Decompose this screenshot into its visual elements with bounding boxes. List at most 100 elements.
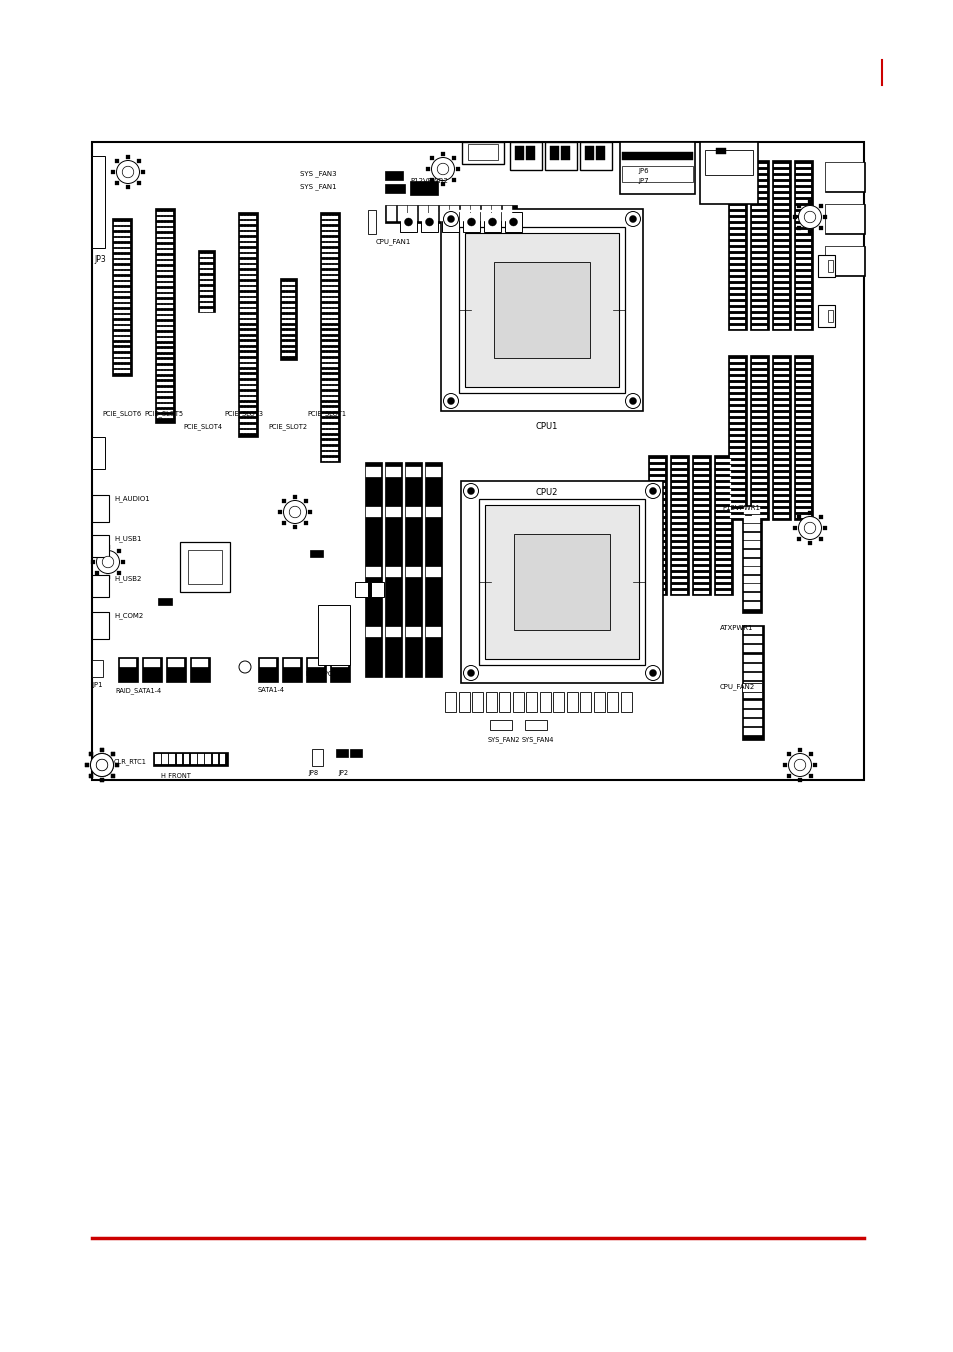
Bar [430,157,434,161]
Bar [729,230,744,233]
Bar [751,473,766,476]
Bar [773,473,788,476]
Bar [157,261,172,264]
Text: CLR_RTC1: CLR_RTC1 [113,758,147,765]
Bar [817,306,834,327]
Bar [157,338,172,341]
Bar [795,266,810,269]
Bar [751,443,766,446]
Bar [751,407,766,410]
Bar [157,234,172,237]
Circle shape [436,164,448,174]
Bar [743,719,761,726]
Bar [260,658,275,667]
Bar [743,515,760,523]
Bar [795,437,810,439]
Bar [773,314,788,316]
Bar [322,408,337,411]
Bar [192,658,208,667]
Bar [180,542,230,592]
Bar [749,160,768,330]
Bar [795,503,810,506]
Bar [90,773,93,777]
Bar [649,470,664,475]
Bar [90,753,93,756]
Bar [322,238,337,241]
Bar [693,561,708,564]
Bar [515,146,523,160]
Bar [293,525,296,529]
Bar [136,181,140,185]
Bar [795,247,810,251]
Bar [369,223,375,227]
Bar [190,657,210,681]
Bar [157,256,172,258]
Bar [92,218,103,224]
Bar [729,242,744,245]
Bar [716,483,730,485]
Bar [322,304,337,307]
Bar [322,227,337,230]
Bar [797,537,801,541]
Bar [773,503,788,506]
Bar [115,160,119,164]
Bar [729,164,744,168]
Bar [773,515,788,518]
Bar [200,254,213,257]
Bar [205,754,211,764]
Bar [113,227,130,230]
Bar [282,331,294,334]
Bar [795,383,810,387]
Bar [440,210,642,411]
Circle shape [91,753,113,776]
Bar [729,402,744,404]
Bar [743,645,761,653]
Bar [807,230,811,234]
Circle shape [96,760,108,771]
Bar [240,310,255,312]
Bar [116,571,120,575]
Bar [94,585,99,594]
Bar [729,237,744,239]
Bar [322,353,337,356]
Bar [282,521,286,525]
Bar [113,283,130,285]
Circle shape [803,211,815,223]
Text: CPU_FAN2: CPU_FAN2 [720,683,755,690]
Bar [322,381,337,384]
Bar [322,299,337,301]
Bar [795,466,810,470]
Bar [729,491,744,493]
Bar [795,254,810,257]
Bar [91,535,109,557]
Bar [157,354,172,357]
Circle shape [122,166,133,177]
Bar [671,519,686,522]
Bar [240,260,255,262]
Circle shape [798,516,821,539]
Bar [649,465,664,468]
Bar [671,470,686,475]
Bar [751,498,766,500]
Bar [144,658,160,667]
Bar [94,614,99,621]
Circle shape [283,500,306,523]
Bar [649,495,664,498]
Bar [240,315,255,318]
Bar [92,211,103,216]
Bar [200,292,213,295]
Bar [322,233,337,235]
Bar [751,479,766,483]
Text: H_USB2: H_USB2 [113,575,141,581]
Bar [649,556,664,558]
Bar [773,260,788,264]
Bar [795,485,810,488]
Bar [743,584,760,591]
Bar [322,249,337,251]
Bar [751,260,766,264]
Bar [157,377,172,380]
Bar [795,272,810,274]
Bar [322,369,337,373]
Bar [773,365,788,368]
Bar [743,729,761,735]
